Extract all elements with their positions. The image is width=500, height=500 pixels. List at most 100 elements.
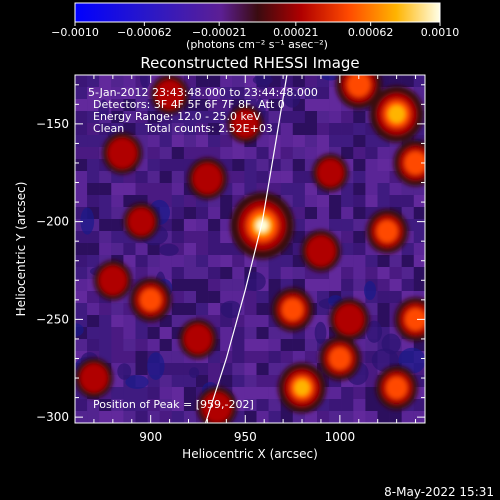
heatmap-cell bbox=[280, 111, 293, 124]
heatmap-cell bbox=[232, 375, 245, 388]
heatmap-cell bbox=[413, 195, 425, 208]
heatmap-cell bbox=[413, 207, 425, 220]
heatmap-cell bbox=[256, 147, 269, 160]
heatmap-cell bbox=[183, 243, 197, 256]
heatmap-cell bbox=[341, 279, 354, 292]
heatmap-cell bbox=[280, 75, 293, 88]
heatmap-cell bbox=[159, 243, 179, 257]
colorbar-tick-label: 0.00062 bbox=[348, 26, 394, 39]
heatmap-cell bbox=[208, 363, 221, 376]
heatmap-cell bbox=[329, 123, 342, 136]
heatmap-cell bbox=[317, 279, 330, 292]
heatmap-cell bbox=[256, 135, 269, 148]
heatmap-cell bbox=[123, 351, 136, 364]
heatmap-cell bbox=[341, 123, 354, 136]
heatmap-cell bbox=[123, 87, 136, 100]
heatmap-cell bbox=[377, 255, 390, 268]
heatmap-cell bbox=[87, 159, 100, 172]
heatmap-cell bbox=[111, 111, 124, 124]
heatmap-cell bbox=[244, 375, 257, 388]
annotation-method: Clean bbox=[93, 122, 124, 135]
annotation-detectors: Detectors: 3F 4F 5F 6F 7F 8F, Att 0 bbox=[93, 98, 285, 111]
heatmap-cell bbox=[304, 135, 318, 148]
heatmap-cell bbox=[304, 99, 318, 112]
heatmap-cell bbox=[389, 183, 402, 196]
heatmap-cell bbox=[280, 123, 293, 136]
heatmap-cell bbox=[280, 183, 293, 196]
heatmap-cell bbox=[87, 111, 100, 124]
heatmap-cell bbox=[413, 243, 425, 256]
heatmap-cell bbox=[80, 207, 95, 235]
heatmap-cell bbox=[268, 87, 281, 100]
heatmap-cell bbox=[111, 99, 124, 112]
heatmap-cell bbox=[171, 375, 184, 388]
heatmap-cell bbox=[256, 291, 269, 304]
heatmap-cell bbox=[183, 111, 197, 124]
annotation-energy: Energy Range: 12.0 - 25.0 keV bbox=[93, 110, 261, 123]
heatmap-cell bbox=[171, 171, 184, 184]
heatmap-cell bbox=[256, 87, 269, 100]
heatmap-cell bbox=[171, 111, 184, 124]
heatmap-cell bbox=[220, 135, 233, 148]
solar-limb-line bbox=[204, 75, 288, 423]
heatmap-cell bbox=[244, 363, 257, 376]
y-tick-label: −150 bbox=[36, 117, 69, 131]
heatmap-cell bbox=[171, 135, 184, 148]
heatmap-cell bbox=[317, 207, 330, 220]
heatmap-cell bbox=[353, 243, 366, 256]
heatmap-cell bbox=[183, 219, 197, 232]
heatmap-cell bbox=[413, 339, 425, 352]
heatmap-cell bbox=[304, 123, 318, 136]
heatmap-cell bbox=[413, 291, 425, 304]
plot-frame bbox=[74, 74, 426, 424]
heatmap-cell bbox=[208, 243, 221, 256]
colorbar-ticks: −0.0010 −0.00062 −0.00021 0.00021 0.00062 0.0… bbox=[51, 22, 459, 39]
heatmap-cell bbox=[220, 147, 233, 160]
heatmap-cell bbox=[135, 243, 148, 256]
heatmap-cell bbox=[244, 303, 257, 316]
heatmap-cell bbox=[389, 255, 402, 268]
heatmap-cell bbox=[220, 99, 233, 112]
heatmap-cell bbox=[317, 99, 330, 112]
heatmap-cell bbox=[159, 411, 172, 423]
heatmap-cell bbox=[292, 123, 305, 136]
heatmap-cell bbox=[147, 255, 160, 268]
heatmap-cell bbox=[135, 87, 148, 100]
heatmap-cell bbox=[147, 159, 160, 172]
heatmap-cell bbox=[87, 303, 100, 316]
heatmap-cell bbox=[317, 111, 330, 124]
heatmap-cell bbox=[413, 75, 425, 88]
heatmap-cell bbox=[377, 411, 390, 423]
heatmap-cell bbox=[256, 375, 269, 388]
heatmap-cell bbox=[111, 219, 124, 232]
heatmap-cell bbox=[159, 135, 172, 148]
heatmap-cell bbox=[232, 291, 245, 304]
heatmap-cell bbox=[268, 327, 281, 340]
heatmap-cell bbox=[75, 231, 88, 244]
heatmap-cell bbox=[341, 255, 354, 268]
heatmap-cell bbox=[317, 87, 330, 100]
heatmap-cell bbox=[292, 267, 305, 280]
heatmap-cell bbox=[208, 315, 221, 328]
heatmap-cell bbox=[171, 291, 184, 304]
heatmap-cell bbox=[292, 135, 305, 148]
heatmap-cell bbox=[377, 315, 390, 328]
heatmap-cell bbox=[75, 171, 88, 184]
heatmap-cell bbox=[87, 99, 100, 112]
heatmap-cell bbox=[183, 279, 197, 292]
heatmap-cell bbox=[135, 351, 148, 364]
heatmap-cell bbox=[99, 231, 112, 244]
heatmap-cell bbox=[292, 231, 305, 244]
heatmap-cell bbox=[208, 147, 221, 160]
heatmap-cell bbox=[365, 255, 378, 268]
heatmap-cell bbox=[353, 135, 366, 148]
heatmap-cell bbox=[75, 243, 88, 256]
heatmap-cell bbox=[87, 243, 100, 256]
heatmap-cell bbox=[123, 195, 136, 208]
heatmap-cell bbox=[413, 219, 425, 232]
heatmap-cell bbox=[196, 99, 209, 112]
heatmap-cell bbox=[196, 267, 209, 280]
heatmap-cell bbox=[75, 123, 88, 136]
heatmap-source bbox=[388, 105, 406, 124]
heatmap-source bbox=[232, 110, 259, 138]
